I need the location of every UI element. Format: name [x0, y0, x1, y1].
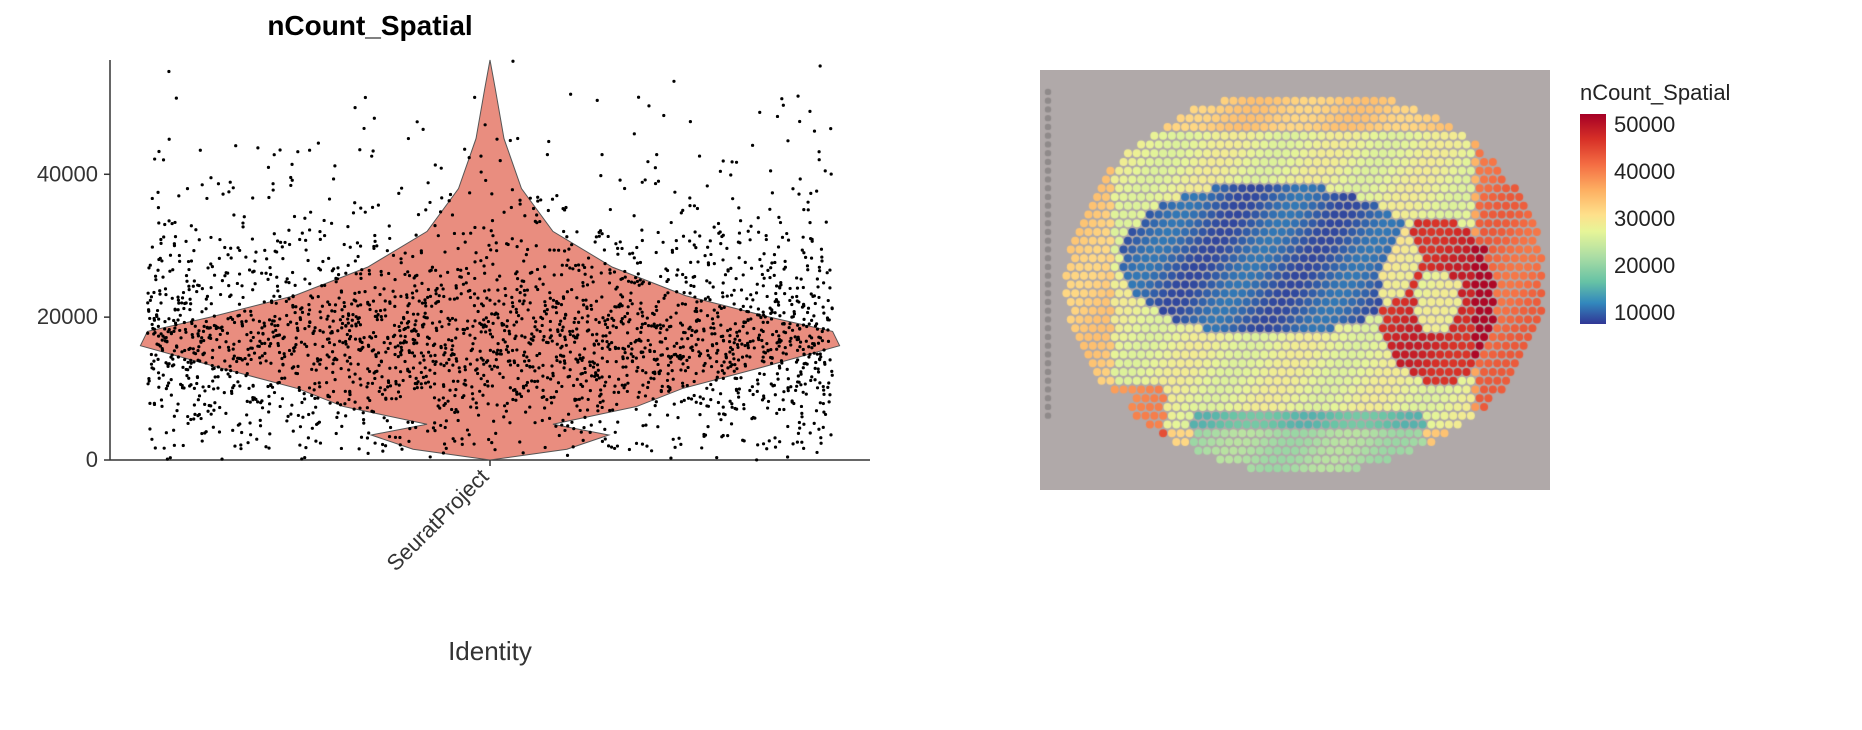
legend-tick-labels: 50000 40000 30000 20000 10000 — [1614, 114, 1675, 324]
y-tick-label: 40000 — [37, 161, 98, 186]
violin-shape — [140, 60, 839, 460]
legend-tick: 20000 — [1614, 255, 1675, 277]
legend-colorbar — [1580, 114, 1606, 324]
legend-tick: 30000 — [1614, 208, 1675, 230]
y-tick-label: 20000 — [37, 304, 98, 329]
legend-title: nCount_Spatial — [1580, 80, 1730, 106]
legend-tick: 10000 — [1614, 302, 1675, 324]
spatial-image — [1040, 70, 1550, 490]
legend-tick: 50000 — [1614, 114, 1675, 136]
y-tick-label: 0 — [86, 447, 98, 472]
spatial-spots-canvas — [1040, 70, 1550, 490]
violin-title: nCount_Spatial — [0, 10, 740, 42]
x-category-label: SeuratProject — [382, 464, 494, 576]
x-axis-title: Identity — [448, 636, 532, 666]
legend-body: 50000 40000 30000 20000 10000 — [1580, 114, 1730, 324]
violin-plot-panel: nCount_Spatial 0 20000 40000 SeuratProject I… — [0, 0, 920, 730]
legend-tick: 40000 — [1614, 161, 1675, 183]
violin-plot: 0 20000 40000 SeuratProject Identity — [0, 50, 920, 730]
spatial-legend: nCount_Spatial 50000 40000 30000 20000 10000 — [1580, 80, 1730, 324]
spatial-plot-panel: nCount_Spatial 50000 40000 30000 20000 10000 — [920, 0, 1860, 730]
